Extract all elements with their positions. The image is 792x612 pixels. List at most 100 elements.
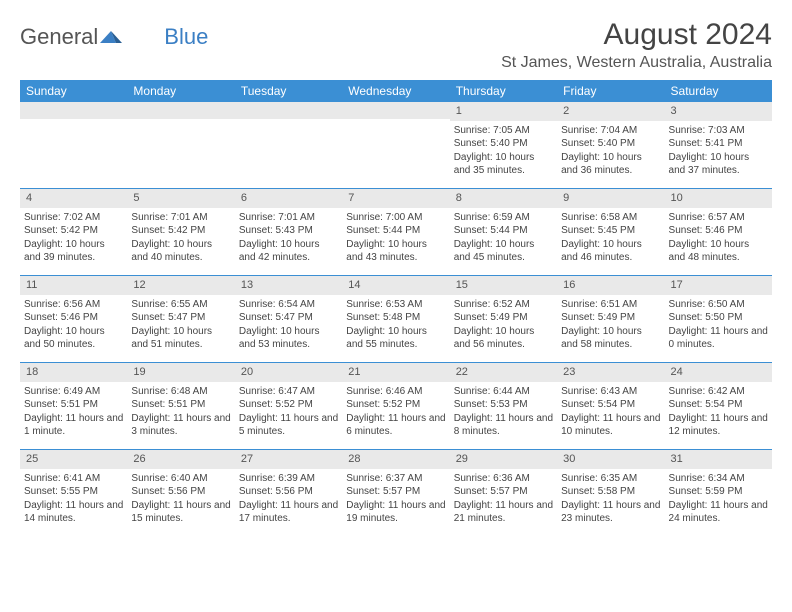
calendar-week-row: 11Sunrise: 6:56 AMSunset: 5:46 PMDayligh… xyxy=(20,276,772,363)
sunset-text: Sunset: 5:44 PM xyxy=(346,224,445,238)
day-number: 24 xyxy=(665,363,772,382)
calendar-day-cell: 17Sunrise: 6:50 AMSunset: 5:50 PMDayligh… xyxy=(665,276,772,362)
day-number: 26 xyxy=(127,450,234,469)
sunrise-text: Sunrise: 7:03 AM xyxy=(669,124,768,138)
sunset-text: Sunset: 5:52 PM xyxy=(239,398,338,412)
calendar-day-cell: 1Sunrise: 7:05 AMSunset: 5:40 PMDaylight… xyxy=(450,102,557,188)
calendar-day-cell: 5 Sunrise: 7:01 AMSunset: 5:42 PMDaylight… xyxy=(127,189,234,275)
sunset-text: Sunset: 5:54 PM xyxy=(669,398,768,412)
sunrise-text: Sunrise: 6:55 AM xyxy=(131,298,230,312)
sunrise-text: Sunrise: 6:47 AM xyxy=(239,385,338,399)
sunrise-text: Sunrise: 6:44 AM xyxy=(454,385,553,399)
daylight-text: Daylight: 10 hours and 48 minutes. xyxy=(669,238,768,265)
sunset-text: Sunset: 5:41 PM xyxy=(669,137,768,151)
daylight-text: Daylight: 10 hours and 40 minutes. xyxy=(131,238,230,265)
sunset-text: Sunset: 5:54 PM xyxy=(561,398,660,412)
logo-triangle-icon xyxy=(100,29,122,45)
day-number: 3 xyxy=(665,102,772,121)
sunrise-text: Sunrise: 6:56 AM xyxy=(24,298,123,312)
calendar-day-cell: 31Sunrise: 6:34 AMSunset: 5:59 PMDayligh… xyxy=(665,450,772,536)
sunset-text: Sunset: 5:48 PM xyxy=(346,311,445,325)
sunrise-text: Sunrise: 6:46 AM xyxy=(346,385,445,399)
calendar-day-cell: 8Sunrise: 6:59 AMSunset: 5:44 PMDaylight… xyxy=(450,189,557,275)
day-number: 12 xyxy=(127,276,234,295)
sunrise-text: Sunrise: 7:00 AM xyxy=(346,211,445,225)
day-number: 14 xyxy=(342,276,449,295)
sunrise-text: Sunrise: 7:01 AM xyxy=(131,211,230,225)
daylight-text: Daylight: 11 hours and 5 minutes. xyxy=(239,412,338,439)
sunset-text: Sunset: 5:58 PM xyxy=(561,485,660,499)
day-number: 8 xyxy=(450,189,557,208)
calendar-week-row: 25Sunrise: 6:41 AMSunset: 5:55 PMDayligh… xyxy=(20,450,772,536)
location-label: St James, Western Australia, Australia xyxy=(501,54,772,72)
calendar-day-cell: 15Sunrise: 6:52 AMSunset: 5:49 PMDayligh… xyxy=(450,276,557,362)
daylight-text: Daylight: 11 hours and 1 minute. xyxy=(24,412,123,439)
sunrise-text: Sunrise: 7:02 AM xyxy=(24,211,123,225)
day-number: 29 xyxy=(450,450,557,469)
calendar-day-cell xyxy=(127,102,234,188)
calendar-day-cell: 2Sunrise: 7:04 AMSunset: 5:40 PMDaylight… xyxy=(557,102,664,188)
month-title: August 2024 xyxy=(501,18,772,52)
daylight-text: Daylight: 10 hours and 39 minutes. xyxy=(24,238,123,265)
calendar-day-cell xyxy=(20,102,127,188)
sunrise-text: Sunrise: 7:01 AM xyxy=(239,211,338,225)
calendar-day-cell: 26Sunrise: 6:40 AMSunset: 5:56 PMDayligh… xyxy=(127,450,234,536)
daylight-text: Daylight: 11 hours and 14 minutes. xyxy=(24,499,123,526)
brand-part1: General xyxy=(20,24,98,50)
sunrise-text: Sunrise: 6:39 AM xyxy=(239,472,338,486)
sunset-text: Sunset: 5:43 PM xyxy=(239,224,338,238)
day-number: 21 xyxy=(342,363,449,382)
sunrise-text: Sunrise: 6:41 AM xyxy=(24,472,123,486)
daylight-text: Daylight: 11 hours and 0 minutes. xyxy=(669,325,768,352)
daylight-text: Daylight: 10 hours and 43 minutes. xyxy=(346,238,445,265)
day-number xyxy=(20,102,127,119)
daylight-text: Daylight: 11 hours and 17 minutes. xyxy=(239,499,338,526)
day-number: 22 xyxy=(450,363,557,382)
weekday-heading: Saturday xyxy=(665,80,772,102)
calendar-week-row: 18Sunrise: 6:49 AMSunset: 5:51 PMDayligh… xyxy=(20,363,772,450)
daylight-text: Daylight: 11 hours and 24 minutes. xyxy=(669,499,768,526)
daylight-text: Daylight: 11 hours and 21 minutes. xyxy=(454,499,553,526)
sunrise-text: Sunrise: 7:05 AM xyxy=(454,124,553,138)
sunset-text: Sunset: 5:47 PM xyxy=(239,311,338,325)
day-number xyxy=(127,102,234,119)
day-number: 20 xyxy=(235,363,342,382)
calendar-day-cell: 9Sunrise: 6:58 AMSunset: 5:45 PMDaylight… xyxy=(557,189,664,275)
sunrise-text: Sunrise: 6:52 AM xyxy=(454,298,553,312)
sunrise-text: Sunrise: 6:48 AM xyxy=(131,385,230,399)
calendar-day-cell xyxy=(342,102,449,188)
daylight-text: Daylight: 10 hours and 35 minutes. xyxy=(454,151,553,178)
sunset-text: Sunset: 5:46 PM xyxy=(669,224,768,238)
day-number: 5 xyxy=(127,189,234,208)
daylight-text: Daylight: 10 hours and 45 minutes. xyxy=(454,238,553,265)
calendar-day-cell: 25Sunrise: 6:41 AMSunset: 5:55 PMDayligh… xyxy=(20,450,127,536)
daylight-text: Daylight: 10 hours and 53 minutes. xyxy=(239,325,338,352)
day-number: 2 xyxy=(557,102,664,121)
daylight-text: Daylight: 11 hours and 15 minutes. xyxy=(131,499,230,526)
sunrise-text: Sunrise: 6:37 AM xyxy=(346,472,445,486)
day-number: 10 xyxy=(665,189,772,208)
day-number: 4 xyxy=(20,189,127,208)
sunset-text: Sunset: 5:47 PM xyxy=(131,311,230,325)
daylight-text: Daylight: 11 hours and 19 minutes. xyxy=(346,499,445,526)
sunset-text: Sunset: 5:53 PM xyxy=(454,398,553,412)
sunset-text: Sunset: 5:42 PM xyxy=(131,224,230,238)
page-header: General Blue August 2024 St James, Weste… xyxy=(20,18,772,72)
calendar-day-cell: 18Sunrise: 6:49 AMSunset: 5:51 PMDayligh… xyxy=(20,363,127,449)
calendar-week-row: 1Sunrise: 7:05 AMSunset: 5:40 PMDaylight… xyxy=(20,102,772,189)
calendar-day-cell: 12Sunrise: 6:55 AMSunset: 5:47 PMDayligh… xyxy=(127,276,234,362)
weekday-heading: Wednesday xyxy=(342,80,449,102)
sunset-text: Sunset: 5:51 PM xyxy=(131,398,230,412)
calendar: Sunday Monday Tuesday Wednesday Thursday… xyxy=(20,80,772,536)
sunset-text: Sunset: 5:57 PM xyxy=(346,485,445,499)
daylight-text: Daylight: 10 hours and 37 minutes. xyxy=(669,151,768,178)
sunset-text: Sunset: 5:49 PM xyxy=(561,311,660,325)
day-number: 19 xyxy=(127,363,234,382)
sunset-text: Sunset: 5:50 PM xyxy=(669,311,768,325)
sunset-text: Sunset: 5:40 PM xyxy=(561,137,660,151)
title-block: August 2024 St James, Western Australia,… xyxy=(501,18,772,72)
day-number xyxy=(235,102,342,119)
weekday-heading: Friday xyxy=(557,80,664,102)
day-number: 7 xyxy=(342,189,449,208)
sunset-text: Sunset: 5:56 PM xyxy=(239,485,338,499)
